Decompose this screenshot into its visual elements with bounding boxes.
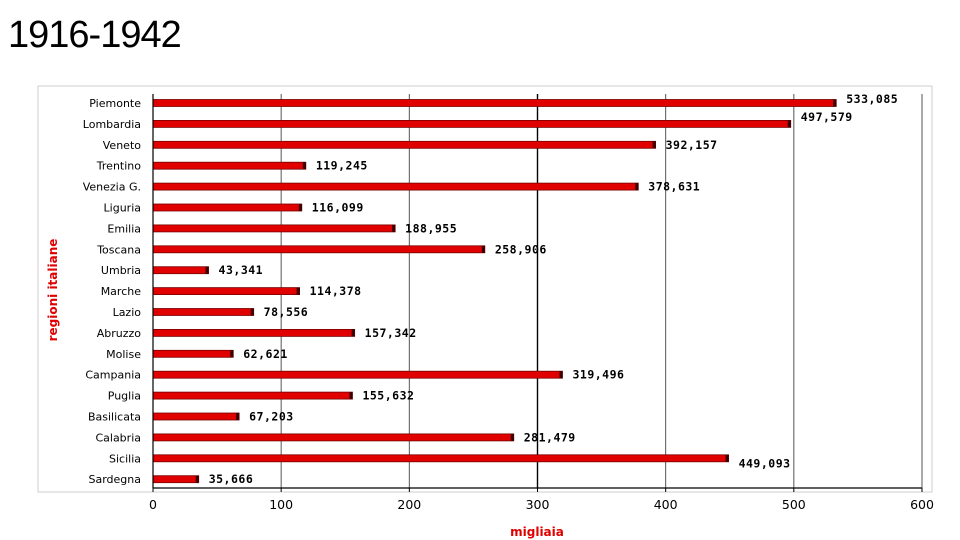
bar: [152, 328, 356, 337]
x-tick-label: 400: [654, 497, 678, 512]
category-label: Campania: [85, 369, 141, 382]
bar-end-cap: [250, 308, 254, 316]
bar: [152, 475, 200, 484]
value-label: 62,621: [243, 347, 288, 361]
bar: [152, 266, 209, 275]
value-label: 43,341: [219, 263, 264, 277]
bar: [152, 120, 792, 128]
bar-end-cap: [296, 287, 300, 295]
bar: [152, 203, 303, 212]
value-label: 35,666: [209, 472, 254, 486]
category-label: Lombardia: [83, 118, 141, 131]
bar: [152, 454, 729, 463]
category-label: Basilicata: [88, 411, 141, 424]
bar: [152, 245, 486, 254]
x-tick-labels: 0 100 200 300 400 500 600: [149, 488, 934, 512]
bar-end-cap: [349, 392, 353, 400]
category-label: Venezia G.: [83, 181, 141, 194]
value-label: 157,342: [365, 326, 417, 340]
category-label: Abruzzo: [97, 327, 142, 340]
bar-end-cap: [725, 454, 729, 462]
category-label: Sardegna: [89, 473, 142, 486]
bar-end-cap: [481, 245, 485, 253]
bar-end-cap: [833, 99, 837, 107]
category-label: Calabria: [95, 431, 141, 444]
value-label: 78,556: [264, 305, 309, 319]
value-label: 533,085: [846, 92, 898, 106]
category-label: Toscana: [96, 243, 141, 256]
category-label: Liguria: [104, 202, 141, 215]
category-label: Umbria: [101, 264, 141, 277]
category-label: Piemonte: [89, 97, 141, 110]
bar-end-cap: [351, 329, 355, 337]
x-axis-title: migliaia: [510, 525, 564, 539]
x-tick-label: 600: [910, 497, 934, 512]
bar-end-cap: [559, 371, 563, 379]
y-axis-title: regioni italiane: [46, 239, 60, 342]
bar-end-cap: [787, 120, 791, 128]
x-tick-label: 0: [149, 497, 157, 512]
bar-end-cap: [510, 433, 514, 441]
value-label: 449,093: [739, 456, 791, 470]
category-label: Sicilia: [109, 452, 141, 465]
slide-title: 1916-1942: [8, 14, 182, 56]
category-labels: Piemonte Lombardia Veneto Trentino Venezia G…: [83, 97, 142, 486]
category-label: Trentino: [96, 160, 141, 173]
bar-end-cap: [195, 475, 199, 483]
category-label: Emilia: [107, 222, 141, 235]
x-tick-label: 500: [782, 497, 806, 512]
x-tick-label: 100: [269, 497, 293, 512]
bar-end-cap: [205, 266, 209, 274]
bar: [152, 182, 639, 191]
bar-end-cap: [302, 162, 306, 170]
value-label: 188,955: [405, 221, 457, 235]
bar: [152, 308, 255, 316]
value-label: 497,579: [801, 110, 853, 124]
category-label: Marche: [101, 285, 142, 298]
bar-end-cap: [230, 350, 234, 358]
bar-end-cap: [652, 141, 656, 149]
value-label: 392,157: [666, 138, 718, 152]
bar: [152, 224, 396, 233]
value-label: 119,245: [316, 159, 368, 173]
category-label: Lazio: [113, 306, 142, 319]
value-label: 258,906: [495, 242, 547, 256]
value-label: 67,203: [249, 410, 294, 424]
category-label: Veneto: [103, 139, 141, 152]
bar-end-cap: [635, 183, 639, 191]
x-tick-label: 300: [526, 497, 550, 512]
grid-lines: [280, 94, 923, 488]
bar: [152, 161, 307, 170]
bar: [152, 287, 300, 296]
bar: [152, 433, 515, 442]
bar: [152, 99, 837, 107]
bar-end-cap: [298, 204, 302, 211]
value-label: 116,099: [312, 201, 364, 215]
bar: [152, 391, 353, 400]
bar: [152, 412, 240, 421]
value-labels: 533,085 497,579 392,157 119,245 378,631 116,0…: [209, 92, 898, 486]
value-label: 378,631: [648, 180, 700, 194]
value-label: 114,378: [310, 284, 362, 298]
bar: [152, 140, 657, 149]
bar: [152, 370, 563, 379]
value-label: 155,632: [362, 389, 414, 403]
category-label: Puglia: [108, 390, 141, 403]
bar-end-cap: [392, 224, 396, 232]
bar: [152, 349, 234, 358]
value-label: 281,479: [524, 430, 576, 444]
bar-end-cap: [236, 413, 240, 420]
category-label: Molise: [106, 348, 141, 361]
x-tick-label: 200: [397, 497, 421, 512]
value-label: 319,496: [572, 368, 624, 382]
